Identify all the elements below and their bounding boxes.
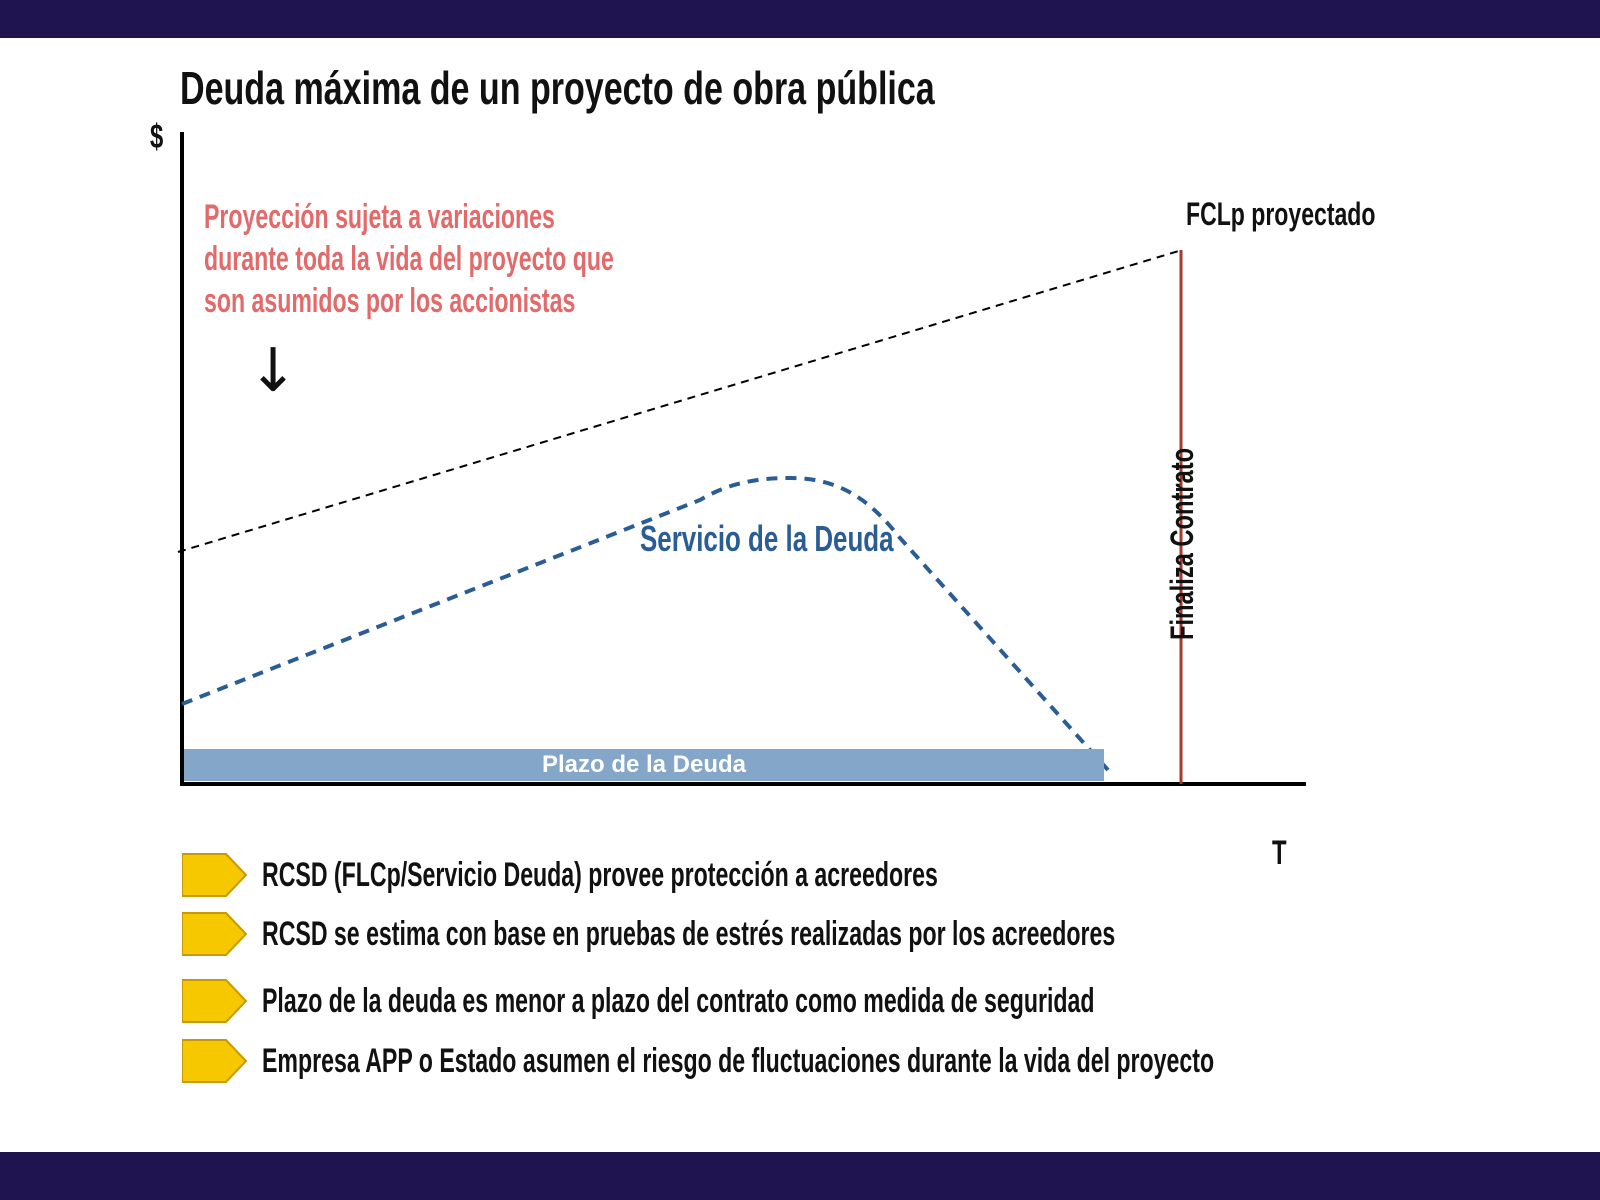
projection-note: Proyección sujeta a variaciones durante … [204, 196, 644, 322]
page-title: Deuda máxima de un proyecto de obra públ… [180, 62, 935, 114]
bullet-text: Plazo de la deuda es menor a plazo del c… [262, 982, 1095, 1020]
end-contract-label: Finaliza Contrato [1164, 447, 1200, 640]
fclp-label: FCLp proyectado [1186, 196, 1376, 232]
fclp-projected-line [177, 249, 1183, 553]
debt-service-curve [181, 475, 1110, 772]
chevron-arrow-icon [182, 979, 248, 1023]
bullet-text: RCSD se estima con base en pruebas de es… [262, 915, 1116, 953]
projection-note-line: Proyección sujeta a variaciones [204, 198, 555, 236]
projection-note-line: son asumidos por los accionistas [204, 282, 576, 320]
debt-term-label: Plazo de la Deuda [541, 751, 747, 778]
chevron-arrow-icon [182, 853, 248, 897]
chevron-arrow-icon [182, 1039, 248, 1083]
chevron-arrow-icon [182, 912, 248, 956]
top-band [0, 0, 1600, 38]
projection-note-line: durante toda la vida del proyecto que [204, 240, 614, 278]
bottom-band [0, 1152, 1600, 1200]
down-arrow-icon: ↓ [248, 336, 299, 406]
x-axis-label: T [1272, 834, 1287, 872]
debt-term-bar: Plazo de la Deuda [184, 749, 1104, 781]
y-axis-label: $ [150, 118, 164, 156]
bullet-text: Empresa APP o Estado asumen el riesgo de… [262, 1042, 1215, 1080]
debt-service-label: Servicio de la Deuda [640, 518, 894, 559]
bullet-text: RCSD (FLCp/Servicio Deuda) provee protec… [262, 856, 938, 894]
